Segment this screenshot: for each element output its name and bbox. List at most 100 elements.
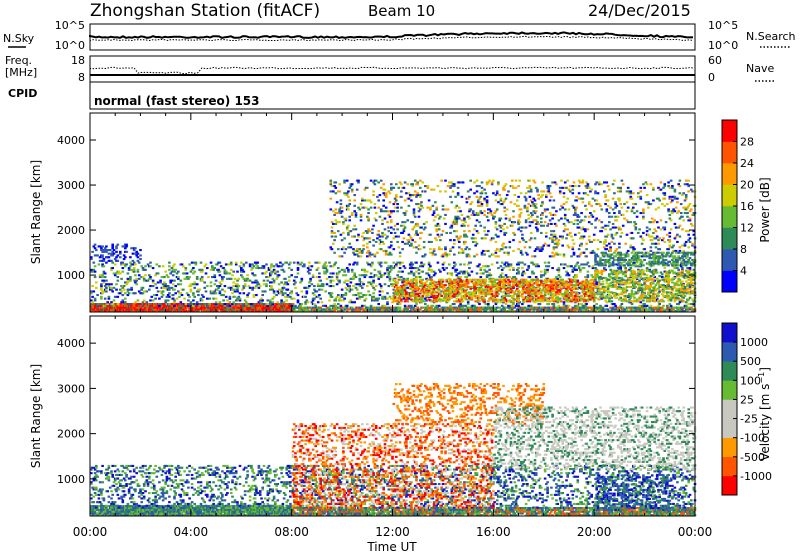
power-echo-cell — [526, 291, 529, 294]
power-echo-cell — [416, 267, 419, 270]
power-echo-cell — [586, 294, 590, 297]
power-echo-cell — [378, 294, 382, 297]
power-echo-cell — [508, 276, 512, 279]
power-echo-cell — [527, 293, 530, 296]
power-echo-cell — [161, 283, 165, 286]
power-echo-cell — [669, 296, 673, 299]
power-echo-cell — [500, 278, 504, 281]
power-echo-cell — [542, 274, 546, 277]
power-echo-cell — [538, 296, 542, 299]
power-echo-cell — [411, 267, 414, 270]
power-echo-cell — [681, 310, 684, 313]
power-echo-cell — [601, 283, 605, 286]
power-echo-cell — [445, 293, 448, 296]
power-echo-cell — [648, 293, 651, 296]
power-echo-cell — [642, 308, 645, 311]
power-echo-cell — [606, 287, 610, 290]
power-echo-cell — [324, 290, 327, 293]
power-echo-cell — [372, 297, 375, 300]
power-echo-cell — [455, 268, 459, 271]
power-echo-cell — [517, 303, 520, 306]
power-echo-cell — [90, 299, 93, 302]
power-echo-cell — [576, 300, 580, 303]
station-title: Zhongshan Station (fitACF) — [90, 1, 320, 21]
power-echo-cell — [618, 298, 621, 301]
power-echo-cell — [557, 298, 561, 301]
power-echo-cell — [184, 277, 188, 280]
power-echo-cell — [634, 291, 638, 294]
noise-search-tick-low: 10^0 — [708, 39, 738, 52]
power-echo-cell — [664, 285, 668, 288]
power-echo-cell — [576, 293, 580, 296]
power-echo-cell — [437, 304, 441, 307]
power-echo-cell — [666, 304, 669, 307]
power-echo-cell — [528, 306, 532, 309]
power-echo-cell — [570, 293, 573, 296]
power-echo-cell — [645, 310, 649, 313]
power-echo-cell — [662, 284, 665, 287]
power-echo-cell — [615, 273, 619, 276]
power-echo-cell — [678, 310, 682, 313]
power-echo-cell — [585, 285, 588, 288]
power-echo-cell — [672, 293, 675, 296]
power-echo-cell — [165, 274, 169, 277]
power-echo-cell — [309, 268, 312, 271]
power-echo-cell — [692, 304, 696, 307]
power-echo-cell — [281, 263, 285, 266]
power-echo-cell — [442, 296, 446, 299]
power-echo-cell — [589, 296, 592, 299]
power-echo-cell — [156, 290, 160, 293]
power-echo-cell — [503, 278, 506, 281]
power-echo-cell — [679, 306, 683, 309]
power-echo-cell — [580, 303, 583, 306]
power-echo-cell — [624, 273, 627, 276]
power-echo-cell — [528, 298, 532, 301]
power-echo-cell — [570, 278, 573, 281]
power-echo-cell — [599, 304, 602, 307]
power-echo-cell — [274, 270, 277, 273]
power-echo-cell — [146, 263, 150, 266]
power-echo-cell — [669, 304, 673, 307]
power-echo-cell — [149, 265, 152, 268]
power-echo-cell — [511, 296, 514, 299]
power-echo-cell — [168, 261, 171, 264]
power-echo-cell — [512, 282, 515, 285]
power-echo-cell — [441, 267, 445, 270]
power-echo-cell — [107, 297, 111, 300]
power-echo-cell — [285, 281, 288, 284]
power-echo-cell — [304, 295, 307, 298]
power-echo-cell — [413, 267, 417, 270]
power-echo-cell — [120, 277, 123, 280]
power-echo-cell — [482, 308, 485, 311]
power-echo-cell — [546, 300, 549, 303]
power-echo-cell — [158, 297, 161, 300]
power-echo-cell — [393, 296, 397, 299]
power-echo-cell — [640, 291, 644, 294]
power-echo-cell — [91, 285, 94, 288]
power-echo-cell — [534, 294, 538, 297]
power-echo-cell — [611, 284, 615, 287]
power-echo-cell — [678, 275, 682, 278]
power-echo-cell — [489, 287, 493, 290]
power-echo-cell — [446, 300, 450, 303]
power-echo-cell — [189, 288, 193, 291]
power-echo-cell — [417, 287, 421, 290]
power-echo-cell — [570, 300, 573, 303]
power-echo-cell — [185, 276, 189, 279]
power-echo-cell — [242, 292, 246, 295]
power-echo-cell — [357, 294, 360, 297]
power-echo-cell — [148, 288, 151, 291]
power-echo-cell — [265, 263, 268, 266]
power-echo-cell — [647, 269, 650, 272]
power-echo-cell — [601, 285, 605, 288]
power-echo-cell — [171, 265, 175, 268]
power-echo-cell — [432, 298, 436, 301]
power-echo-cell — [616, 271, 620, 274]
power-echo-cell — [619, 268, 622, 271]
power-echo-cell — [158, 265, 161, 268]
power-echo-cell — [217, 286, 220, 289]
power-echo-cell — [313, 285, 316, 288]
power-echo-cell — [528, 300, 532, 303]
power-echo-cell — [368, 294, 372, 297]
power-echo-cell — [234, 263, 238, 266]
